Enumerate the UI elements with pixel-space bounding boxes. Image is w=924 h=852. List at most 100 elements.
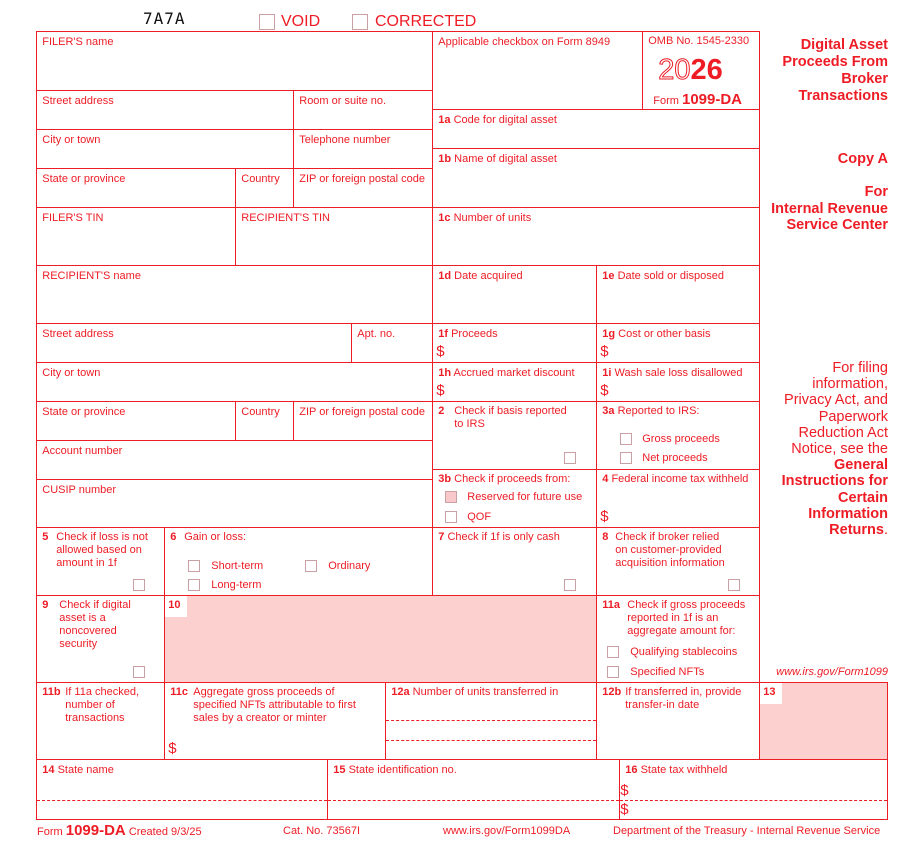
divider [37,800,328,802]
box-1h[interactable]: 1h Accrued market discount $ [432,362,598,403]
label: 1c Number of units [438,212,532,225]
num: 5 [42,531,49,544]
void-label: VOID [281,13,321,30]
filer-tin-field[interactable]: FILER'S TIN [36,207,237,267]
label: City or town [42,367,101,380]
label: CUSIP number [42,484,117,497]
label: Gross proceeds [642,433,720,446]
box-4[interactable]: 4 Federal income tax withheld $ [596,469,761,529]
label: Check if basis reported to IRS [454,405,567,431]
label: Reserved for future use [467,491,583,504]
num: 2 [438,405,445,418]
footer-url[interactable]: www.irs.gov/Form1099DA [443,825,571,837]
label: ZIP or foreign postal code [299,173,426,186]
num: 11a [602,599,620,612]
footer-form: Form 1099-DA Created 9/3/25 [37,822,202,839]
label: 7 Check if 1f is only cash [438,531,560,544]
specified-nfts-checkbox[interactable] [607,666,620,679]
filer-city-field[interactable]: City or town [36,129,295,170]
box-3a: 3a Reported to IRS: Gross proceeds Net p… [596,401,761,471]
copy-for: For Internal Revenue Service Center [771,184,888,233]
recipient-tin-field[interactable]: RECIPIENT'S TIN [235,207,434,267]
box-13: 13 [759,682,889,761]
label: If transferred in, provide transfer-in d… [625,686,742,712]
box-1i[interactable]: 1i Wash sale loss disallowed $ [596,362,761,403]
label: RECIPIENT'S name [42,270,141,283]
account-number-field[interactable]: Account number [36,440,434,481]
box-1a[interactable]: 1a Code for digital asset [432,109,761,150]
recipient-name-field[interactable]: RECIPIENT'S name [36,265,434,325]
dollar-sign: $ [600,343,609,361]
box-12a[interactable]: 12a Number of units transferred in [385,682,598,761]
applicable-checkbox-field[interactable]: Applicable checkbox on Form 8949 [432,31,644,111]
box-1b[interactable]: 1b Name of digital asset [432,148,761,209]
recipient-city-field[interactable]: City or town [36,362,434,403]
filer-state-field[interactable]: State or province [36,168,237,209]
box-1d[interactable]: 1d Date acquired [432,265,598,325]
filer-name-field[interactable]: FILER'S name [36,31,434,92]
filer-country-field[interactable]: Country [235,168,295,209]
box-1c[interactable]: 1c Number of units [432,207,761,267]
irs-url[interactable]: www.irs.gov/Form1099 [776,666,888,678]
cusip-field[interactable]: CUSIP number [36,479,434,529]
box-14[interactable]: 14 State name [36,759,329,821]
corrected-label: CORRECTED [375,13,477,30]
label: Aggregate gross proceeds of specified NF… [193,686,356,725]
box-1g[interactable]: 1g Cost or other basis $ [596,323,761,364]
label: Short-term [211,560,264,573]
label: Qualifying stablecoins [630,646,738,659]
omb-box: OMB No. 1545-2330 2026 Form 1099-DA [642,31,761,111]
ordinary-checkbox[interactable] [305,560,318,573]
box-1f[interactable]: 1f Proceeds $ [432,323,598,364]
label: State or province [42,406,126,419]
label: Telephone number [299,134,391,147]
net-proceeds-checkbox[interactable] [620,452,633,465]
label: Check if gross proceeds reported in 1f i… [627,599,746,638]
box-2: 2 Check if basis reported to IRS [432,401,598,471]
corrected-checkbox[interactable] [352,14,368,30]
label: Country [241,173,280,186]
recipient-zip-field[interactable]: ZIP or foreign postal code [293,401,434,442]
box-5-checkbox[interactable] [133,579,146,592]
box-8-checkbox[interactable] [728,579,741,592]
void-checkbox[interactable] [259,14,275,30]
form-code: 7A7A [143,9,186,28]
label: 1f Proceeds [438,328,498,341]
recipient-apt-field[interactable]: Apt. no. [351,323,434,364]
box-16[interactable]: 16 State tax withheld $ $ [619,759,889,821]
filer-telephone-field[interactable]: Telephone number [293,129,434,170]
label: 1h Accrued market discount [438,367,575,380]
recipient-country-field[interactable]: Country [235,401,295,442]
box-6: 6 Gain or loss: Short-term Long-term Ordi… [164,527,434,597]
copy-label: Copy A [837,151,888,167]
box-9-checkbox[interactable] [133,666,146,679]
short-term-checkbox[interactable] [188,560,201,573]
box-11b[interactable]: 11b If 11a checked, number of transaction… [36,682,166,761]
filer-zip-field[interactable]: ZIP or foreign postal code [293,168,434,209]
recipient-state-field[interactable]: State or province [36,401,237,442]
gross-proceeds-checkbox[interactable] [620,433,633,446]
filer-street-field[interactable]: Street address [36,90,295,131]
qof-checkbox[interactable] [445,511,458,524]
box-11c[interactable]: 11c Aggregate gross proceeds of specified… [164,682,387,761]
box-15[interactable]: 15 State identification no. [327,759,621,821]
recipient-street-field[interactable]: Street address [36,323,353,364]
box-12b[interactable]: 12b If transferred in, provide transfer-i… [596,682,761,761]
label: Account number [42,445,123,458]
long-term-checkbox[interactable] [188,579,201,592]
label: QOF [467,511,492,524]
box-11a: 11a Check if gross proceeds reported in 1… [596,595,761,684]
filer-room-field[interactable]: Room or suite no. [293,90,434,131]
dollar-sign: $ [168,740,177,758]
label: 15 State identification no. [333,764,457,777]
num: 12b [602,686,622,699]
box-2-checkbox[interactable] [564,452,577,465]
label: If 11a checked, number of transactions [65,686,140,725]
box-1e[interactable]: 1e Date sold or disposed [596,265,761,325]
label: Long-term [211,579,262,592]
stablecoins-checkbox[interactable] [607,646,620,659]
box-7-checkbox[interactable] [564,579,577,592]
box-5: 5 Check if loss is not allowed based on a… [36,527,166,597]
label: Gain or loss: [184,531,246,544]
